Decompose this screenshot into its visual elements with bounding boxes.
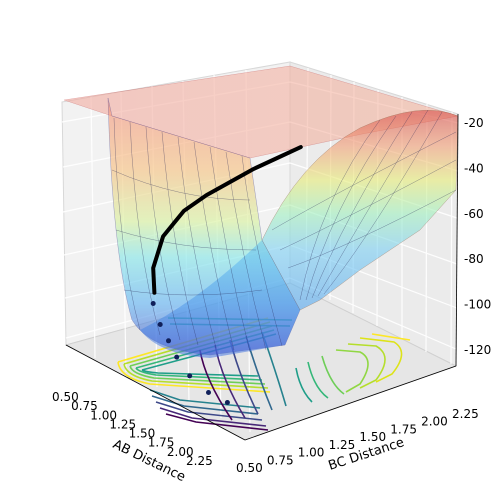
- x-tick-labels: 0.500.751.001.251.501.752.002.25: [52, 390, 213, 468]
- contour-line: [155, 401, 263, 421]
- y-tick-label: 2.00: [421, 415, 448, 429]
- surface-mesh-line: [209, 146, 251, 353]
- contour-line: [371, 333, 411, 341]
- contour-line: [347, 343, 386, 389]
- contour-line: [151, 395, 259, 415]
- contour-line: [359, 337, 403, 383]
- surface-valley-floor: [140, 240, 300, 358]
- y-axis-line: [244, 365, 457, 441]
- surface-mesh-line: [225, 151, 267, 351]
- y-tick-label: 1.50: [359, 430, 386, 444]
- surface-mesh-line: [145, 126, 181, 341]
- y-tick-labels: 0.50 0.75 1.00 1.251.50 1.75 2.00 2.25: [236, 407, 479, 475]
- surface-mesh-line: [115, 229, 257, 251]
- surface-mesh-line: [323, 111, 443, 295]
- surface-mesh-line: [241, 155, 283, 347]
- contour-line: [335, 349, 369, 393]
- x-tick-label: 1.75: [148, 436, 175, 450]
- z-tick-label: -120: [464, 343, 491, 357]
- y-tick-label: 0.75: [267, 453, 294, 467]
- x-tick-label: 2.25: [186, 454, 213, 468]
- z-tick-labels: -20 -40 -60 -80 -100 -120: [464, 116, 491, 357]
- y-tick-label: 1.25: [329, 438, 356, 452]
- y-tick-label: 2.25: [452, 407, 479, 421]
- axis-lines: [65, 113, 459, 441]
- surface-mesh-line: [287, 189, 457, 269]
- x-tick-label: 1.00: [90, 408, 117, 422]
- scatter-point: [174, 354, 180, 360]
- trajectory-line: [151, 145, 303, 295]
- contour-line: [149, 389, 261, 409]
- x-tick-label: 2.00: [167, 445, 194, 459]
- scatter-point: [166, 338, 171, 344]
- surface-mesh-line: [317, 109, 429, 297]
- scatter-point: [150, 301, 156, 306]
- surface-mesh-line: [111, 169, 251, 201]
- z-tick-label: -20: [464, 116, 484, 130]
- surface-mesh-line: [129, 121, 161, 336]
- scatter-point: [157, 322, 163, 327]
- contour-line: [321, 355, 345, 395]
- scatter-point: [187, 373, 193, 379]
- surface-mesh-line: [113, 117, 141, 331]
- contour-line: [165, 413, 269, 431]
- scatter-point: [224, 400, 230, 405]
- surface-mesh-line: [161, 131, 199, 346]
- contour-line: [295, 367, 313, 403]
- surface-mesh-line: [305, 115, 397, 301]
- z-tick-label: -100: [464, 298, 491, 312]
- contour-line: [159, 407, 267, 427]
- x-tick-label: 1.50: [129, 427, 156, 441]
- z-tick-label: -80: [464, 252, 484, 266]
- surface-mesh-line: [311, 111, 413, 299]
- y-tick-label: 1.75: [390, 422, 417, 436]
- z-tick-label: -40: [464, 161, 484, 175]
- x-tick-label: 0.50: [52, 390, 79, 404]
- x-tick-label: 0.75: [71, 399, 98, 413]
- scatter-point: [206, 390, 211, 395]
- surface-mesh-line: [123, 289, 263, 296]
- x-axis-line: [65, 344, 246, 441]
- trajectory-layer: [151, 145, 303, 295]
- y-tick-label: 0.50: [236, 461, 263, 475]
- z-tick-label: -60: [464, 207, 484, 221]
- z-axis-line: [455, 113, 459, 367]
- surface-mesh-line: [271, 131, 457, 231]
- grid-line: [90, 96, 96, 359]
- surface-mesh-line: [299, 119, 381, 301]
- y-tick-label: 1.00: [298, 446, 325, 460]
- scatter-layer: [150, 301, 230, 405]
- surface-mesh-line: [279, 159, 457, 251]
- contour-line: [307, 361, 329, 399]
- x-tick-label: 1.25: [109, 417, 136, 431]
